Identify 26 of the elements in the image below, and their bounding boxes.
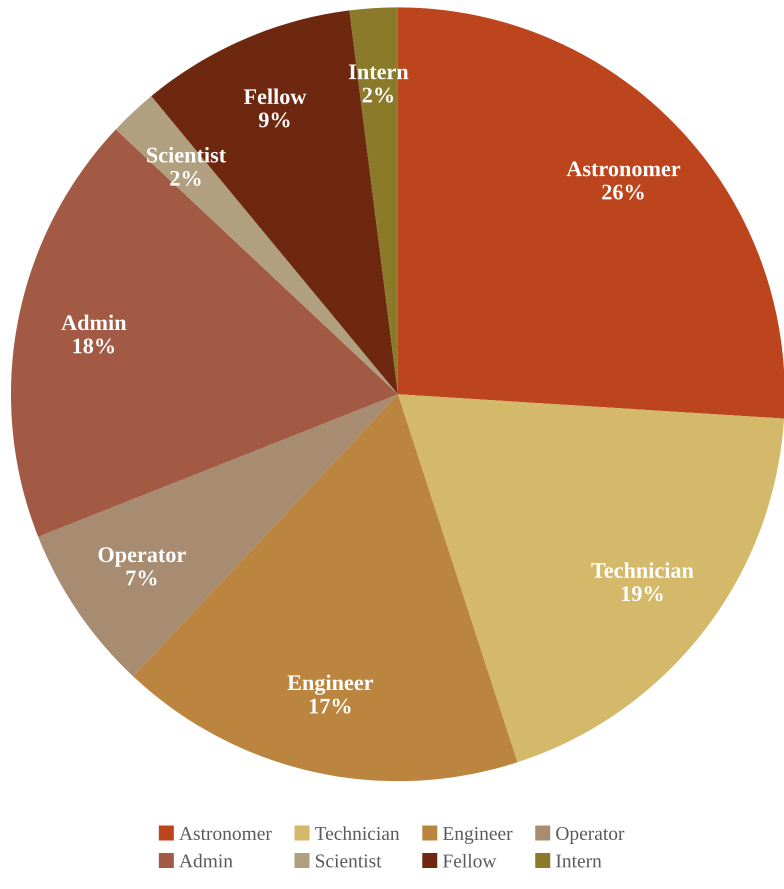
data-label: 18%: [73, 338, 114, 354]
legend-label: Technician: [314, 826, 400, 840]
legend-label: Intern: [556, 854, 602, 868]
slice-label: Technician: [591, 562, 694, 578]
slice-label: Fellow: [244, 88, 306, 104]
legend-label: Scientist: [316, 854, 382, 868]
slice-label: Astronomer: [566, 161, 680, 176]
pie-slice: [398, 394, 784, 762]
data-label: 17%: [310, 698, 350, 714]
data-label: 19%: [622, 586, 663, 602]
data-label: 26%: [602, 184, 644, 200]
legend-label: Engineer: [442, 826, 512, 844]
pie-slice: [10, 129, 398, 537]
data-label: 9%: [258, 112, 290, 128]
data-label: 2%: [362, 88, 394, 103]
legend-label: Operator: [556, 826, 624, 844]
data-label: 2%: [170, 170, 201, 186]
pie-slice: [38, 394, 398, 676]
legend-label: Astronomer: [179, 826, 272, 840]
slice-label: Operator: [98, 547, 186, 567]
slice-label: Intern: [348, 64, 408, 80]
legend-label: Fellow: [442, 854, 496, 868]
slice-label: Admin: [61, 314, 126, 330]
data-label: 7%: [126, 570, 156, 586]
slice-label: Engineer: [288, 674, 374, 695]
legend-label: Admin: [179, 854, 233, 868]
